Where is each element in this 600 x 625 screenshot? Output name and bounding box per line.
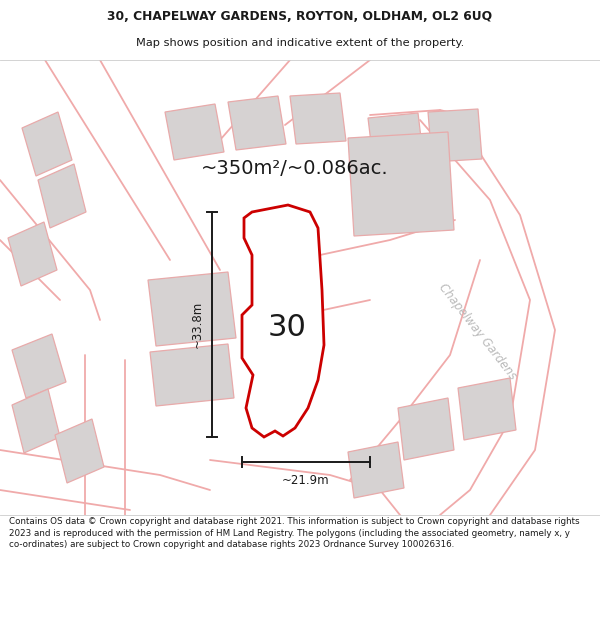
- Polygon shape: [348, 132, 454, 236]
- Polygon shape: [368, 113, 424, 168]
- Polygon shape: [165, 104, 224, 160]
- Polygon shape: [12, 334, 66, 398]
- Text: ~33.8m: ~33.8m: [191, 301, 204, 348]
- Polygon shape: [55, 419, 104, 483]
- Polygon shape: [38, 164, 86, 228]
- Polygon shape: [228, 96, 286, 150]
- Text: 30: 30: [268, 314, 307, 342]
- Polygon shape: [148, 272, 236, 346]
- Polygon shape: [458, 378, 516, 440]
- Polygon shape: [348, 442, 404, 498]
- Polygon shape: [428, 109, 482, 162]
- Text: Contains OS data © Crown copyright and database right 2021. This information is : Contains OS data © Crown copyright and d…: [9, 518, 580, 549]
- Text: ~350m²/~0.086ac.: ~350m²/~0.086ac.: [201, 159, 389, 177]
- Polygon shape: [398, 398, 454, 460]
- Polygon shape: [290, 93, 346, 144]
- Text: Map shows position and indicative extent of the property.: Map shows position and indicative extent…: [136, 38, 464, 48]
- Polygon shape: [150, 344, 234, 406]
- Text: ~21.9m: ~21.9m: [282, 474, 330, 487]
- Polygon shape: [242, 205, 324, 437]
- Text: 30, CHAPELWAY GARDENS, ROYTON, OLDHAM, OL2 6UQ: 30, CHAPELWAY GARDENS, ROYTON, OLDHAM, O…: [107, 10, 493, 23]
- Polygon shape: [8, 222, 57, 286]
- Polygon shape: [22, 112, 72, 176]
- Polygon shape: [12, 389, 60, 453]
- Text: Chapelway Gardens: Chapelway Gardens: [436, 281, 520, 382]
